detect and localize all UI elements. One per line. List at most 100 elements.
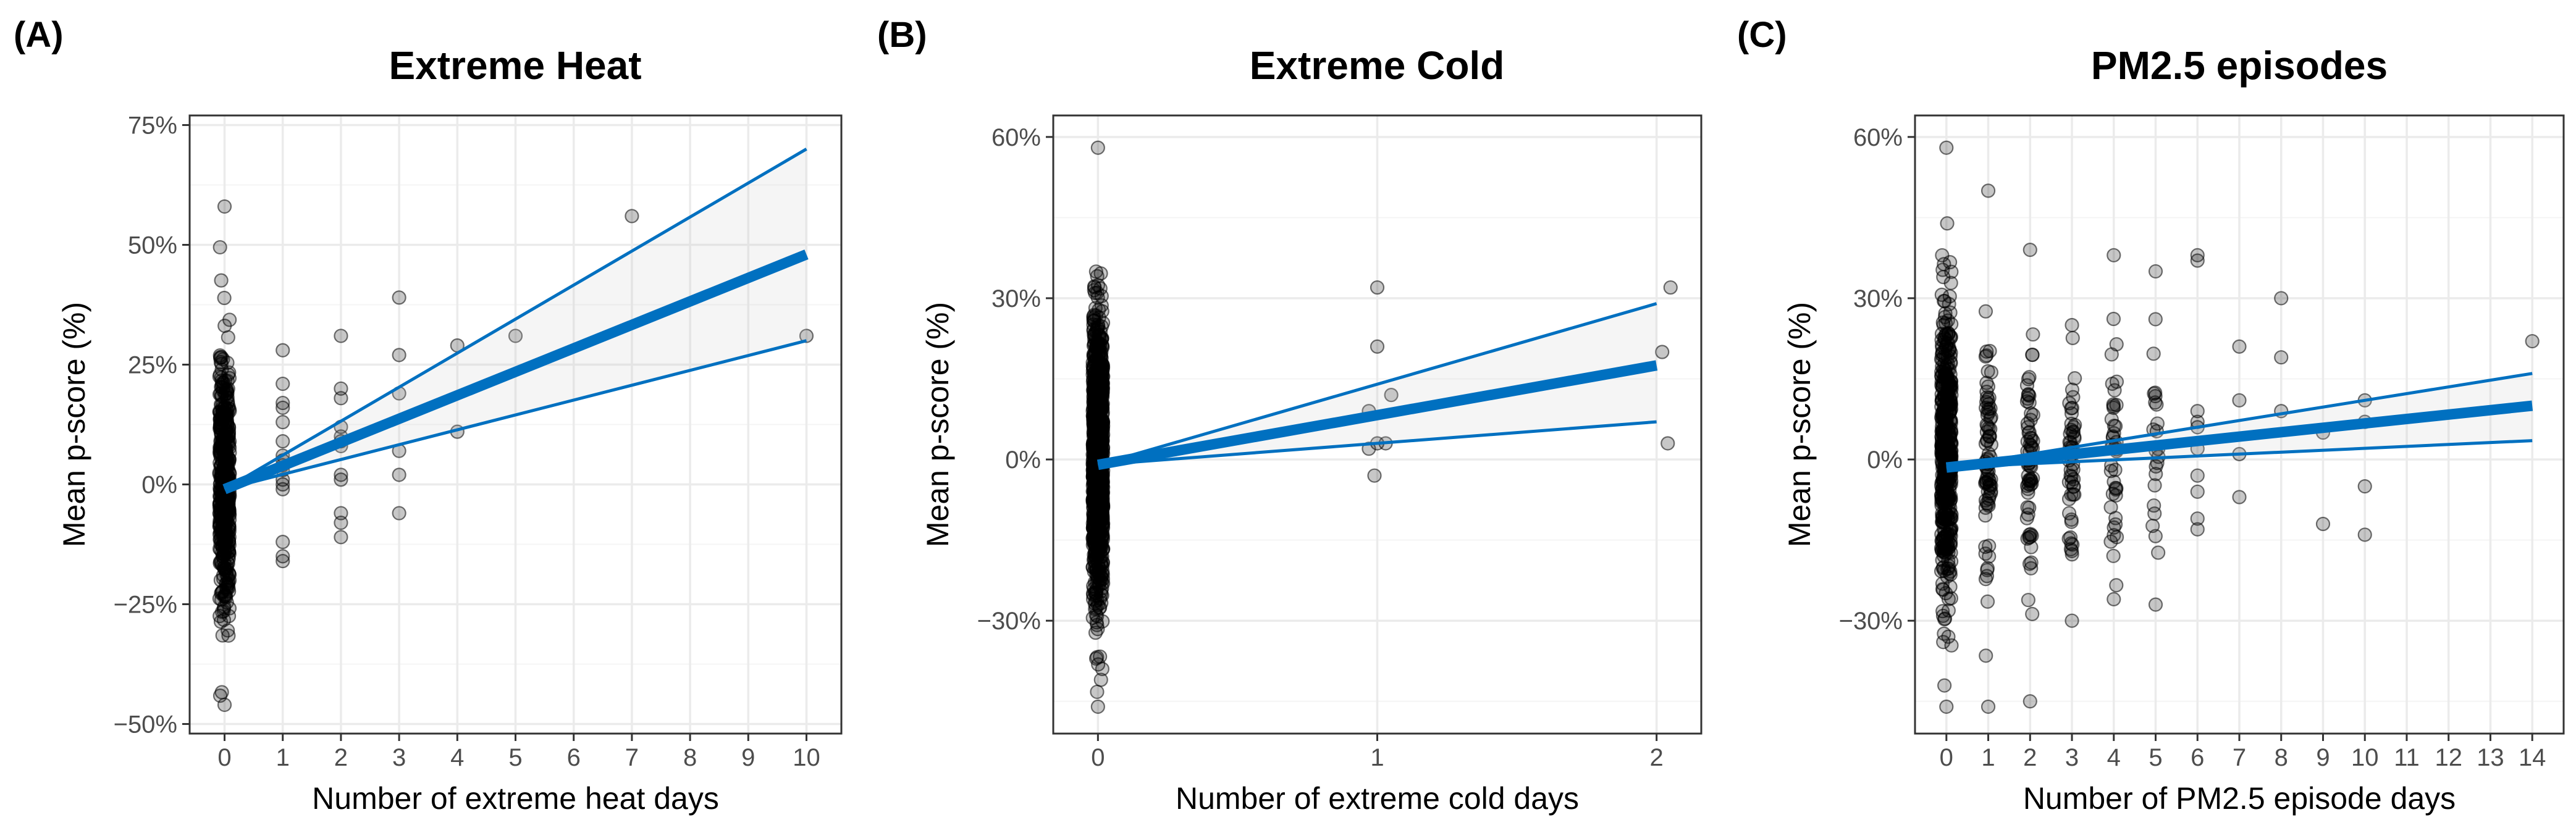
data-point — [1979, 348, 1994, 363]
data-point — [217, 199, 232, 214]
data-point — [1938, 332, 1953, 346]
data-point — [508, 329, 523, 343]
data-point — [220, 355, 235, 370]
data-point — [2357, 527, 2372, 542]
data-point — [217, 290, 232, 306]
data-point — [1090, 278, 1106, 293]
data-point — [2147, 498, 2161, 513]
x-tick-label: 1 — [1981, 744, 1995, 771]
data-point — [2106, 397, 2121, 412]
data-point — [1094, 355, 1109, 370]
data-point — [1093, 672, 1108, 687]
data-point — [1979, 569, 1995, 584]
data-point — [2148, 312, 2163, 327]
data-point — [1093, 382, 1108, 397]
data-point — [1979, 648, 1993, 663]
data-point — [2022, 243, 2037, 257]
data-point — [214, 605, 230, 619]
data-point — [1980, 183, 1996, 198]
data-point — [2068, 371, 2082, 386]
data-point — [1937, 309, 1953, 325]
data-point — [2146, 346, 2161, 361]
data-point — [1085, 537, 1100, 552]
x-tick-label: 4 — [450, 744, 464, 771]
data-point — [1942, 559, 1956, 574]
y-tick-label: 60% — [1853, 124, 1903, 151]
data-point — [1980, 496, 1995, 511]
data-point — [214, 416, 229, 430]
data-point — [2021, 593, 2035, 608]
x-tick-label: 4 — [2107, 744, 2121, 771]
data-point — [2061, 492, 2077, 506]
data-point — [2022, 556, 2037, 571]
panel-0: (A) Extreme Heat −50% −25% 0% 25% 50% 75% 0 1 2 3 4 5… — [14, 15, 843, 816]
data-point — [2148, 264, 2163, 279]
data-point — [1943, 255, 1958, 270]
chart-title: Extreme Cold — [1250, 43, 1505, 88]
data-point — [1663, 280, 1678, 295]
data-point — [392, 506, 406, 521]
x-tick-label: 5 — [2149, 744, 2162, 771]
data-point — [1937, 349, 1951, 364]
data-point — [334, 329, 348, 343]
data-point — [276, 434, 290, 449]
data-point — [276, 400, 290, 415]
data-point — [1936, 412, 1951, 427]
data-point — [334, 515, 348, 530]
data-point — [2109, 337, 2124, 352]
data-point — [1979, 475, 1993, 490]
data-point — [1655, 345, 1670, 359]
y-tick-label: 0% — [1867, 446, 1903, 474]
data-point — [1936, 522, 1951, 537]
data-point — [1087, 314, 1101, 329]
data-point — [1979, 424, 1994, 440]
data-point — [1092, 525, 1106, 540]
data-point — [2274, 291, 2289, 306]
data-point — [2315, 516, 2331, 532]
data-point — [2108, 463, 2123, 477]
data-point — [2104, 412, 2119, 427]
data-point — [1091, 435, 1106, 450]
data-point — [625, 209, 639, 224]
data-point — [1090, 140, 1105, 155]
data-point — [1978, 546, 1993, 561]
x-tick-label: 10 — [2351, 744, 2379, 771]
ci-upper-line — [224, 148, 807, 491]
x-tick-label: 14 — [2519, 744, 2546, 771]
gridlines — [190, 115, 841, 734]
y-tick-label: 75% — [128, 112, 177, 140]
ci-lower-line — [224, 339, 807, 491]
chart-title: PM2.5 episodes — [2091, 43, 2388, 88]
x-tick-label: 2 — [1650, 744, 1664, 771]
data-point — [215, 628, 230, 643]
points — [212, 199, 814, 713]
data-point — [2106, 548, 2121, 563]
x-tick-label: 2 — [334, 744, 348, 771]
y-axis-label: Mean p-score (%) — [1782, 302, 1817, 547]
data-point — [2019, 394, 2035, 409]
data-point — [214, 685, 229, 700]
x-tick-label: 3 — [392, 744, 406, 771]
chart-title: Extreme Heat — [389, 43, 641, 88]
y-tick-label: 50% — [128, 232, 177, 259]
data-point — [2065, 317, 2079, 333]
data-point — [214, 489, 229, 504]
data-point — [2026, 327, 2040, 342]
data-point — [217, 318, 232, 333]
data-point — [221, 609, 237, 624]
y-tick-label: 0% — [141, 471, 177, 498]
y-tick-label: −30% — [977, 608, 1041, 635]
y-tick-label: −25% — [114, 591, 177, 618]
data-point — [799, 329, 814, 343]
data-point — [276, 376, 290, 391]
data-point — [1085, 408, 1101, 424]
data-point — [2232, 393, 2247, 408]
data-point — [1091, 502, 1106, 517]
x-tick-label: 11 — [2394, 744, 2420, 771]
data-point — [213, 440, 227, 454]
data-point — [276, 549, 290, 564]
data-point — [2357, 479, 2372, 494]
data-point — [2525, 333, 2540, 349]
data-point — [1087, 560, 1103, 575]
